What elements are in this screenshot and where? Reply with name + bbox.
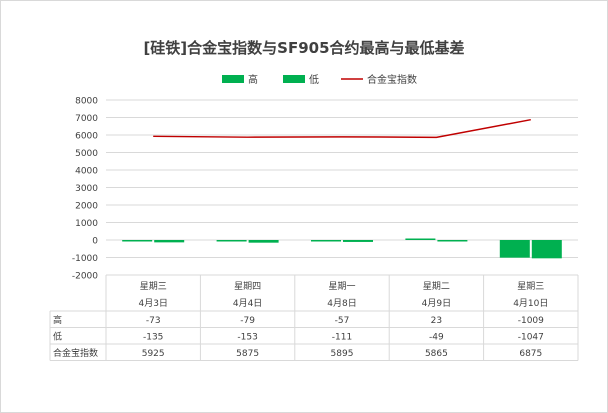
bar-高	[216, 240, 247, 242]
x-tick-date: 4月10日	[513, 298, 548, 309]
y-tick-label: 0	[92, 237, 98, 247]
bar-低	[531, 240, 562, 259]
x-tick-weekday: 星期一	[328, 281, 355, 292]
table-row-label: 低	[53, 330, 62, 342]
x-tick-date: 4月3日	[138, 298, 167, 309]
table-cell: -49	[429, 332, 444, 342]
y-tick-label: 7000	[75, 114, 98, 124]
table-cell: -111	[332, 332, 352, 342]
table-cell: 5875	[236, 349, 259, 359]
y-tick-label: 4000	[75, 167, 98, 177]
legend-label: 合金宝指数	[367, 73, 417, 86]
y-tick-label: -2000	[72, 272, 98, 282]
y-tick-label: 6000	[75, 132, 98, 142]
table-cell: 6875	[519, 349, 542, 359]
line-layer	[153, 118, 531, 139]
bar-layer	[122, 238, 562, 259]
table-cell: -1009	[518, 316, 544, 326]
table-cell: 5895	[331, 349, 354, 359]
bar-高	[499, 240, 530, 258]
y-tick-label: 1000	[75, 219, 98, 229]
y-tick-label: 8000	[75, 97, 98, 107]
table-row-label: 高	[53, 314, 62, 326]
table-cell: -135	[143, 332, 163, 342]
table-cell: -1047	[518, 332, 544, 342]
x-tick-date: 4月8日	[327, 298, 356, 309]
x-tick-weekday: 星期二	[423, 281, 450, 292]
y-tick-label: 5000	[75, 149, 98, 159]
legend-label: 低	[309, 73, 319, 86]
bar-低	[248, 240, 279, 243]
grid-layer: -2000 -1000 0 1000 2000 3000 4000 5000 6000 7000 8…	[72, 97, 578, 282]
bar-高	[122, 240, 153, 242]
table-cell: 5865	[425, 349, 448, 359]
x-tick-weekday: 星期三	[517, 281, 544, 292]
y-tick-label: -1000	[72, 254, 98, 264]
bar-高	[311, 240, 341, 242]
table-cell: -73	[146, 316, 161, 326]
table-cell: 23	[431, 316, 442, 326]
x-tick-date: 4月9日	[422, 298, 451, 309]
y-tick-label: 3000	[75, 184, 98, 194]
bar-低	[154, 240, 185, 243]
x-tick-weekday: 星期四	[234, 281, 261, 292]
bar-高	[405, 238, 436, 240]
chart-title: [硅铁]合金宝指数与SF905合约最高与最低基差	[143, 39, 465, 57]
legend-label: 高	[248, 73, 258, 86]
table-row-label: 合金宝指数	[53, 347, 98, 359]
table-cell: 5925	[142, 349, 165, 359]
legend-layer: 高 低 合金宝指数	[222, 73, 417, 86]
table-cell: -153	[237, 332, 257, 342]
line-合金宝指数	[153, 118, 531, 139]
y-tick-label: 2000	[75, 202, 98, 212]
table-cell: -79	[240, 316, 255, 326]
bar-低	[437, 240, 468, 242]
x-tick-weekday: 星期三	[140, 281, 167, 292]
table-cell: -57	[335, 316, 350, 326]
legend-swatch	[283, 75, 305, 83]
legend-swatch	[222, 75, 244, 83]
bar-低	[343, 240, 373, 242]
x-tick-date: 4月4日	[233, 298, 262, 309]
